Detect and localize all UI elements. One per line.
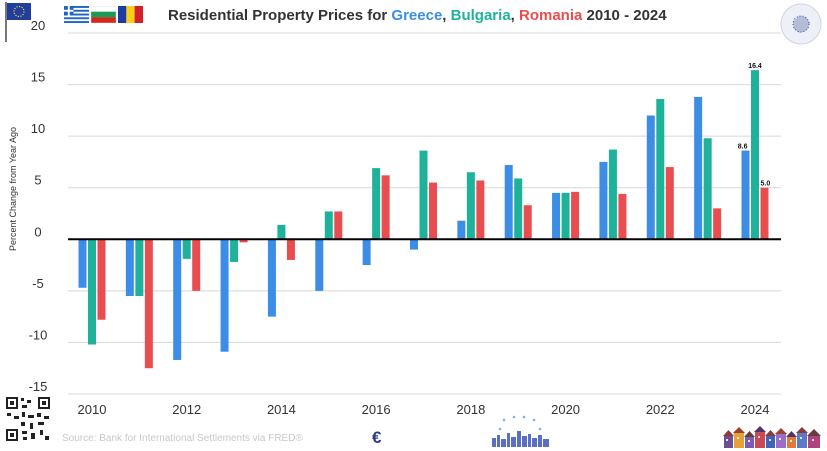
greece-flag-icon (64, 6, 89, 23)
eu-city-skyline-icon (492, 415, 549, 447)
bar-bulgaria-2014 (277, 224, 286, 240)
data-label-romania-2024: 5.0 (761, 181, 771, 188)
bar-greece-2014 (267, 239, 276, 317)
bar-greece-2012 (173, 239, 182, 360)
bar-romania-2018 (476, 180, 485, 240)
bar-romania-2023 (713, 208, 722, 240)
bar-romania-2014 (286, 239, 295, 260)
x-tick-label: 2018 (456, 402, 485, 417)
y-tick-label: 15 (31, 70, 45, 85)
houses-icon (723, 426, 821, 448)
bar-greece-2020 (552, 192, 561, 240)
title-bulgaria: Bulgaria (450, 7, 511, 24)
title-romania: Romania (519, 7, 583, 24)
bar-romania-2010 (97, 239, 106, 320)
x-tick-label: 2020 (551, 402, 580, 417)
bar-bulgaria-2012 (182, 239, 191, 259)
bar-bulgaria-2022 (656, 99, 665, 240)
bar-greece-2018 (457, 220, 466, 240)
bar-romania-2015 (334, 211, 343, 240)
bar-bulgaria-2015 (324, 211, 333, 240)
bar-greece-2019 (504, 165, 513, 240)
bar-greece-2022 (646, 115, 655, 240)
y-tick-label: 0 (34, 224, 41, 239)
bar-bulgaria-2018 (466, 172, 475, 240)
y-tick-label: 10 (31, 121, 45, 136)
bar-romania-2021 (618, 193, 627, 240)
romania-flag-icon (118, 6, 143, 23)
chart-title: Residential Property Prices for Greece, … (168, 7, 667, 24)
y-tick-label: 5 (34, 173, 41, 188)
bar-romania-2013 (239, 239, 248, 243)
title-sep-1: , (442, 7, 451, 24)
bar-greece-2017 (410, 239, 418, 250)
y-tick-label: -10 (29, 327, 48, 342)
bar-bulgaria-2011 (135, 239, 144, 297)
x-tick-label: 2012 (172, 402, 201, 417)
eu-flag-icon (5, 2, 31, 42)
x-tick-label: 2024 (741, 402, 770, 417)
qr-code-icon (5, 396, 51, 442)
bar-romania-2011 (144, 239, 153, 369)
bar-greece-2016 (362, 239, 371, 266)
bar-bulgaria-2024 (751, 70, 759, 240)
bar-bulgaria-2017 (419, 150, 428, 240)
y-tick-label: -5 (32, 276, 44, 291)
title-prefix: Residential Property Prices for (168, 7, 392, 24)
title-sep-2: , (510, 7, 519, 24)
data-label-greece-2024: 8.6 (738, 144, 748, 151)
y-tick-label: -15 (29, 379, 48, 394)
bar-romania-2022 (665, 167, 674, 240)
bulgaria-flag-icon (91, 6, 116, 23)
bar-greece-2010 (78, 239, 87, 288)
x-tick-label: 2014 (267, 402, 296, 417)
bar-greece-2023 (694, 96, 703, 240)
title-suffix: 2010 - 2024 (582, 7, 667, 24)
bar-greece-2011 (125, 239, 134, 297)
euro-icon: € (372, 428, 382, 447)
bar-bulgaria-2023 (703, 138, 712, 240)
bar-bulgaria-2010 (88, 239, 96, 345)
bar-romania-2024 (760, 187, 769, 240)
bar-greece-2013 (220, 239, 229, 352)
bar-bulgaria-2013 (230, 239, 239, 262)
bar-greece-2024 (741, 150, 750, 240)
bar-bulgaria-2019 (514, 178, 523, 240)
bar-romania-2012 (192, 239, 201, 291)
x-tick-label: 2022 (646, 402, 675, 417)
eu-map-icon (780, 3, 822, 45)
x-tick-label: 2016 (362, 402, 391, 417)
bar-romania-2019 (523, 205, 532, 240)
bar-greece-2021 (599, 161, 608, 240)
title-greece: Greece (391, 7, 443, 24)
x-tick-label: 2010 (78, 402, 107, 417)
data-label-bulgaria-2024: 16.4 (748, 63, 762, 70)
bar-bulgaria-2021 (608, 149, 617, 240)
bar-romania-2016 (381, 175, 390, 240)
bar-bulgaria-2020 (561, 192, 570, 240)
bar-greece-2015 (315, 239, 324, 291)
bar-romania-2020 (571, 191, 580, 240)
y-tick-label: 20 (31, 18, 45, 33)
bar-bulgaria-2016 (372, 168, 381, 240)
bar-romania-2017 (429, 182, 437, 240)
source-note: Source: Bank for International Settlemen… (62, 433, 303, 444)
